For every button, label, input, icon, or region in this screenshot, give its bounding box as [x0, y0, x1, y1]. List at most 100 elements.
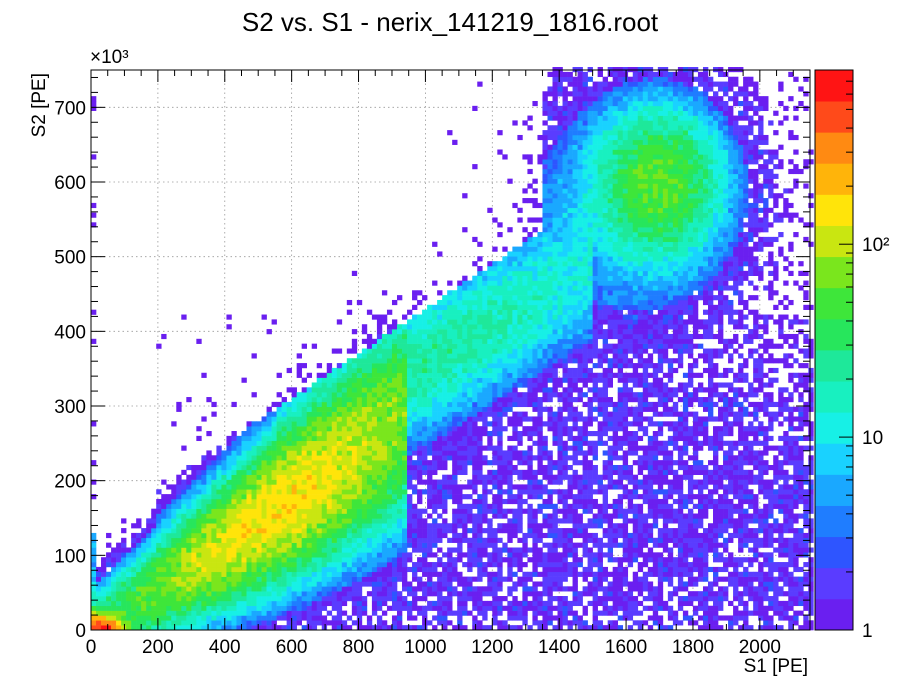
histogram-bin: [351, 562, 358, 568]
histogram-bin: [336, 401, 343, 408]
histogram-bin: [201, 416, 207, 422]
histogram-bin: [552, 363, 558, 369]
histogram-bin: [402, 421, 408, 427]
histogram-bin: [151, 591, 157, 597]
histogram-bin: [196, 600, 202, 607]
histogram-bin: [191, 464, 197, 471]
histogram-bin: [121, 610, 127, 616]
histogram-bin: [477, 367, 483, 374]
histogram-bin: [381, 416, 388, 422]
histogram-bin: [547, 596, 553, 602]
histogram-bin: [542, 581, 548, 587]
histogram-bin: [321, 435, 328, 442]
histogram-bin: [427, 338, 433, 344]
histogram-bin: [396, 377, 403, 383]
histogram-bin: [216, 576, 222, 582]
histogram-bin: [417, 489, 423, 495]
histogram-bin: [191, 576, 197, 582]
histogram-bin: [341, 518, 348, 524]
histogram-bin: [171, 581, 177, 587]
histogram-bin: [351, 469, 358, 475]
histogram-bin: [432, 566, 438, 573]
histogram-bin: [492, 615, 498, 621]
histogram-bin: [221, 605, 227, 611]
histogram-bin: [417, 401, 423, 408]
histogram-bin: [422, 314, 428, 320]
histogram-bin: [246, 552, 252, 558]
histogram-bin: [326, 484, 333, 490]
histogram-bin: [417, 314, 423, 320]
histogram-bin: [256, 566, 262, 573]
histogram-bin: [361, 528, 368, 534]
histogram-bin: [176, 489, 182, 495]
histogram-bin: [91, 479, 97, 485]
histogram-bin: [231, 605, 237, 611]
histogram-bin: [557, 464, 563, 471]
histogram-bin: [206, 508, 212, 514]
histogram-bin: [547, 411, 553, 417]
histogram-bin: [366, 416, 373, 422]
histogram-bin: [512, 610, 518, 616]
histogram-bin: [547, 285, 553, 291]
histogram-bin: [547, 581, 553, 587]
histogram-bin: [457, 435, 463, 442]
histogram-bin: [301, 596, 307, 602]
histogram-bin: [396, 518, 403, 524]
histogram-bin: [547, 227, 553, 233]
histogram-bin: [502, 464, 508, 471]
histogram-bin: [386, 528, 393, 534]
histogram-bin: [316, 464, 323, 471]
histogram-bin: [216, 503, 222, 509]
histogram-bin: [376, 367, 383, 374]
histogram-bin: [487, 401, 493, 408]
histogram-bin: [311, 518, 318, 524]
histogram-bin: [331, 397, 338, 403]
histogram-bin: [261, 562, 267, 568]
histogram-bin: [361, 329, 368, 335]
histogram-bin: [381, 450, 388, 456]
histogram-bin: [547, 348, 553, 354]
histogram-bin: [422, 401, 428, 408]
histogram-bin: [241, 508, 247, 514]
histogram-bin: [266, 503, 272, 509]
histogram-bin: [407, 552, 413, 558]
histogram-bin: [311, 416, 318, 422]
histogram-bin: [542, 261, 548, 267]
histogram-bin: [522, 363, 528, 369]
histogram-bin: [422, 392, 428, 398]
histogram-bin: [201, 484, 207, 490]
histogram-bin: [442, 382, 448, 388]
histogram-bin: [412, 513, 418, 519]
histogram-bin: [291, 600, 297, 607]
histogram-bin: [171, 421, 177, 427]
histogram-bin: [507, 363, 513, 369]
histogram-bin: [517, 581, 523, 587]
histogram-bin: [106, 576, 112, 582]
histogram-bin: [422, 591, 428, 597]
histogram-bin: [422, 523, 428, 529]
histogram-bin: [196, 581, 202, 587]
histogram-bin: [381, 290, 388, 296]
histogram-bin: [487, 363, 493, 369]
histogram-bin: [276, 489, 282, 495]
histogram-bin: [547, 464, 553, 471]
histogram-bin: [136, 576, 142, 582]
histogram-bin: [432, 329, 438, 335]
histogram-bin: [236, 547, 242, 553]
histogram-bin: [422, 605, 428, 611]
histogram-bin: [296, 503, 302, 509]
histogram-bin: [512, 552, 518, 558]
histogram-bin: [562, 372, 568, 378]
histogram-bin: [191, 528, 197, 534]
histogram-bin: [492, 401, 498, 408]
histogram-bin: [236, 557, 242, 563]
histogram-bin: [487, 329, 493, 335]
histogram-bin: [196, 576, 202, 582]
histogram-bin: [366, 392, 373, 398]
histogram-bin: [226, 600, 232, 607]
histogram-bin: [462, 338, 468, 344]
histogram-bin: [427, 358, 433, 364]
histogram-bin: [537, 251, 543, 257]
histogram-bin: [472, 605, 478, 611]
histogram-bin: [527, 591, 533, 597]
